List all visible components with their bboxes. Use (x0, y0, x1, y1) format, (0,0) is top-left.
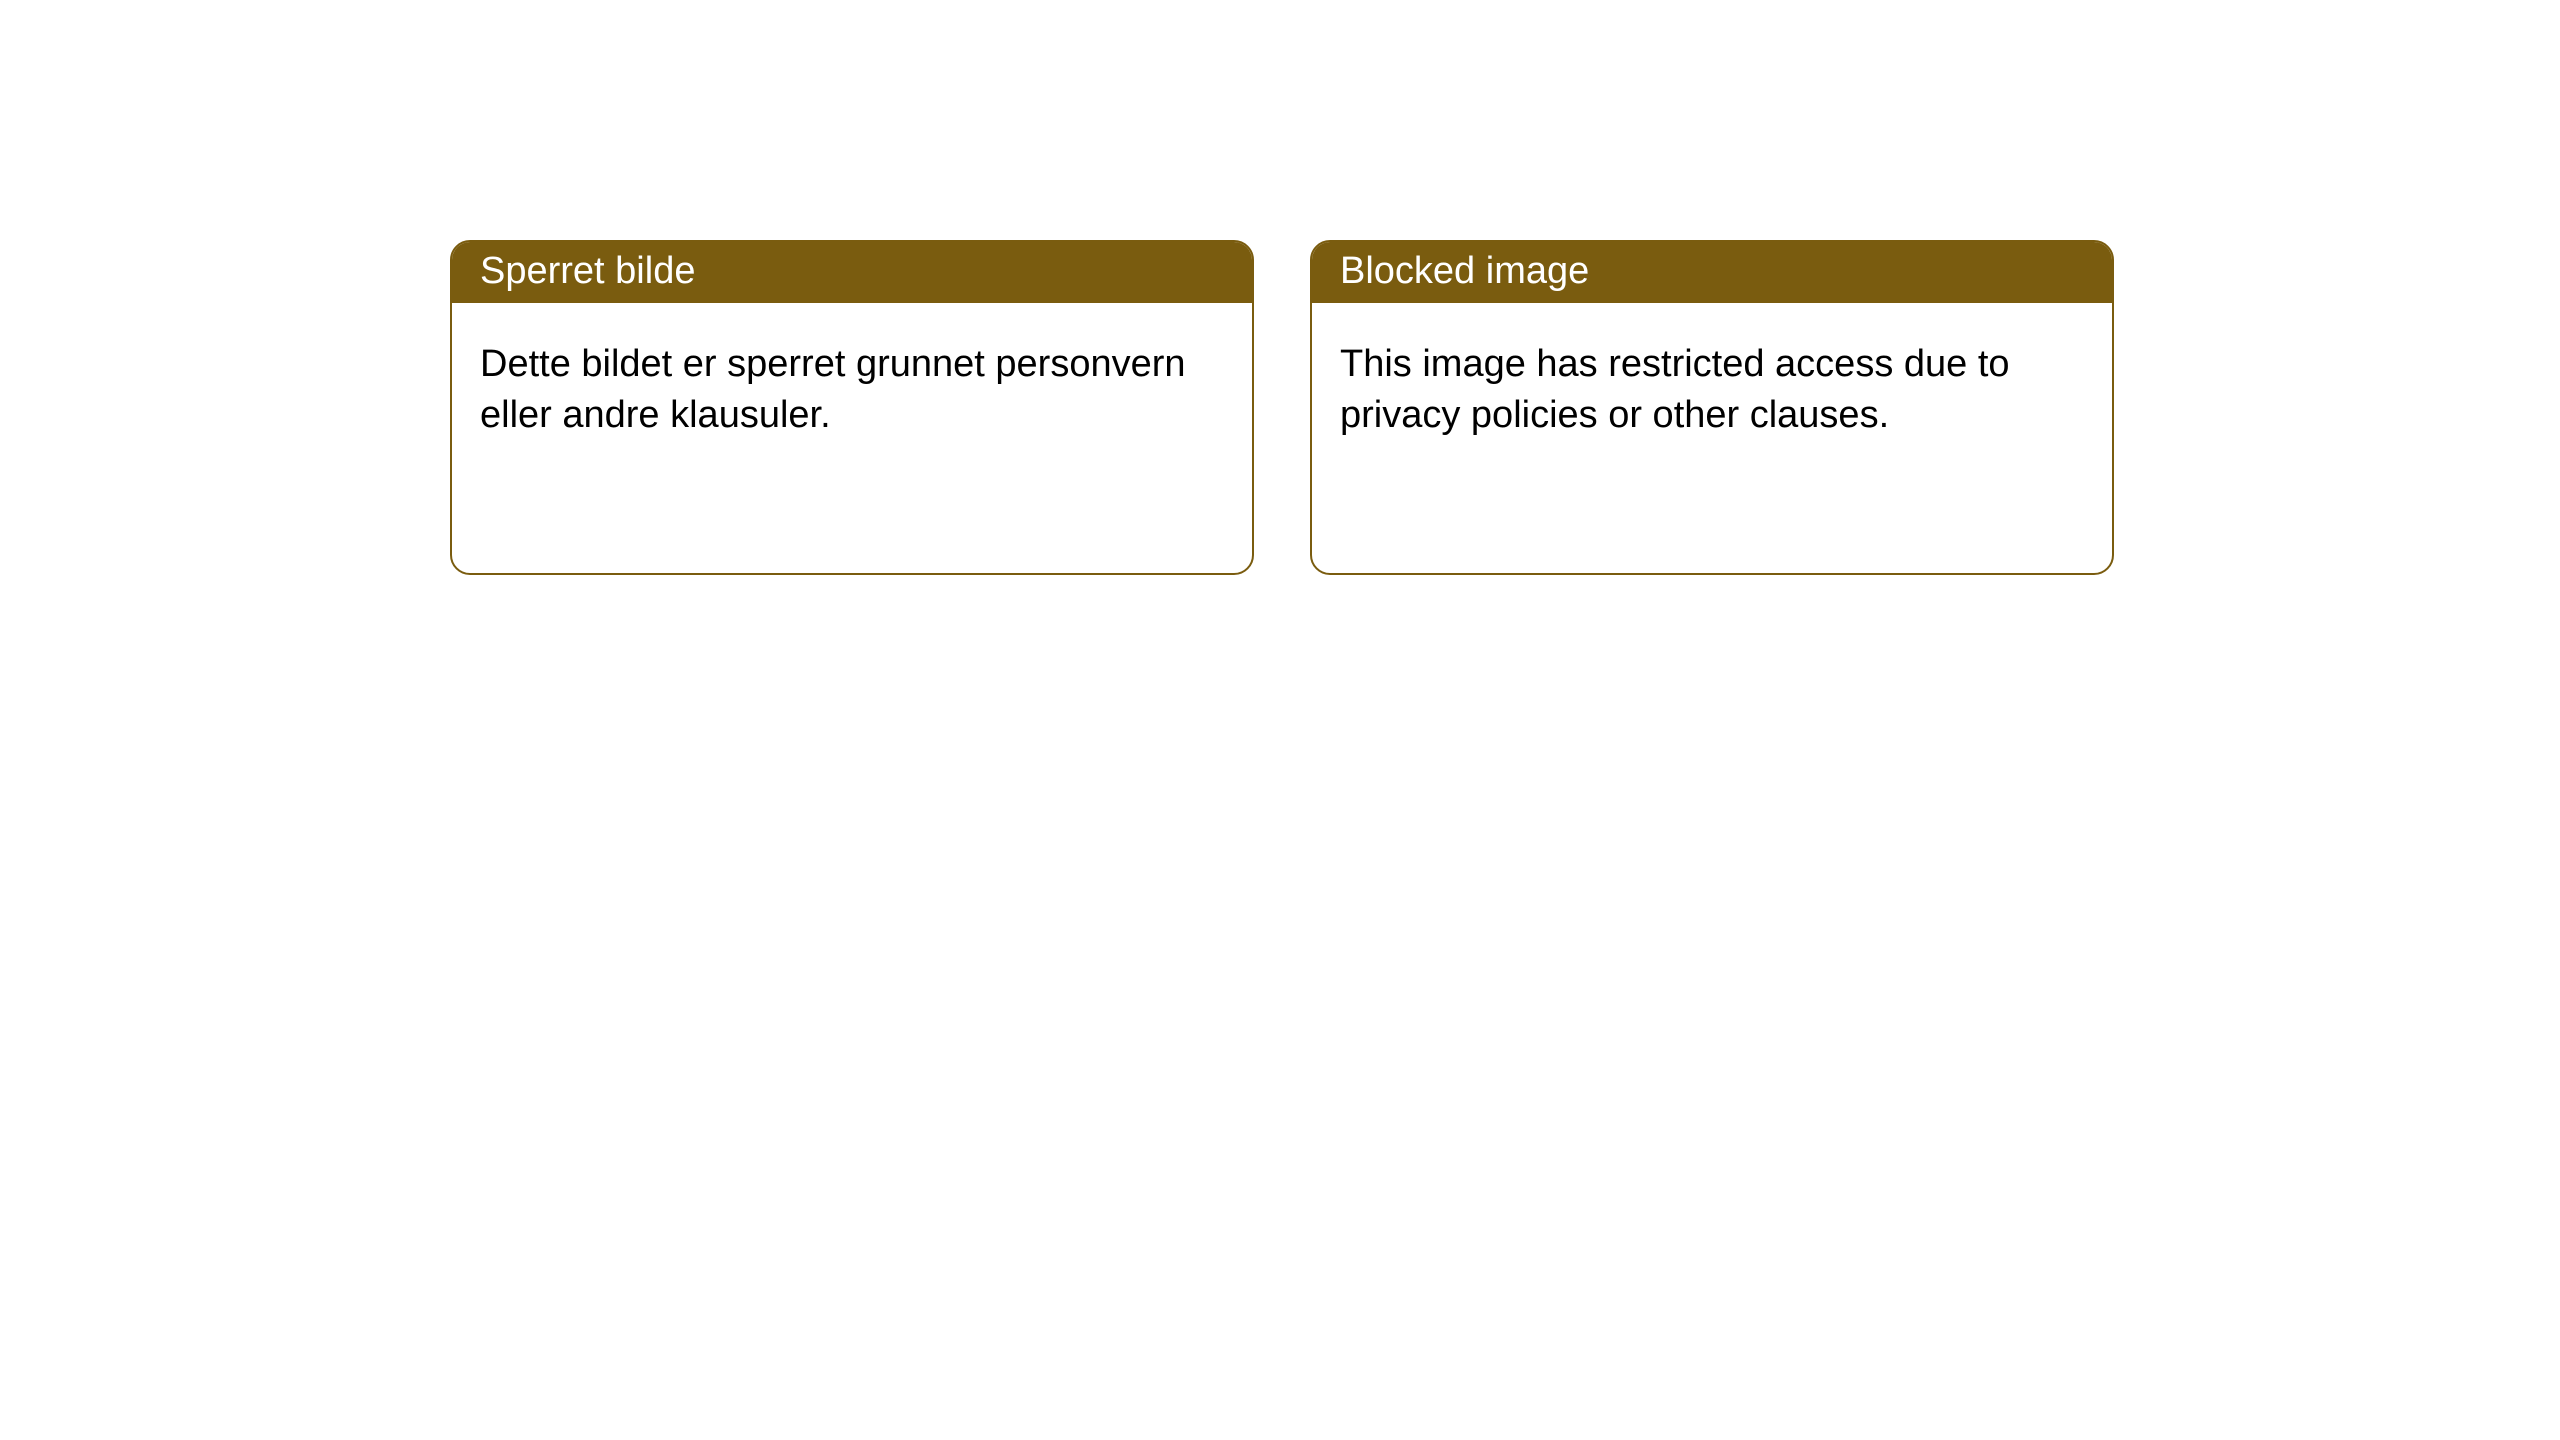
blocked-image-card-no: Sperret bilde Dette bildet er sperret gr… (450, 240, 1254, 575)
card-message: This image has restricted access due to … (1340, 343, 2010, 436)
blocked-image-card-en: Blocked image This image has restricted … (1310, 240, 2114, 575)
card-title: Blocked image (1340, 250, 1589, 292)
card-title: Sperret bilde (480, 250, 695, 292)
card-body: This image has restricted access due to … (1312, 303, 2112, 573)
card-body: Dette bildet er sperret grunnet personve… (452, 303, 1252, 573)
card-message: Dette bildet er sperret grunnet personve… (480, 343, 1186, 436)
card-header: Blocked image (1312, 242, 2112, 303)
card-header: Sperret bilde (452, 242, 1252, 303)
cards-container: Sperret bilde Dette bildet er sperret gr… (450, 240, 2114, 575)
